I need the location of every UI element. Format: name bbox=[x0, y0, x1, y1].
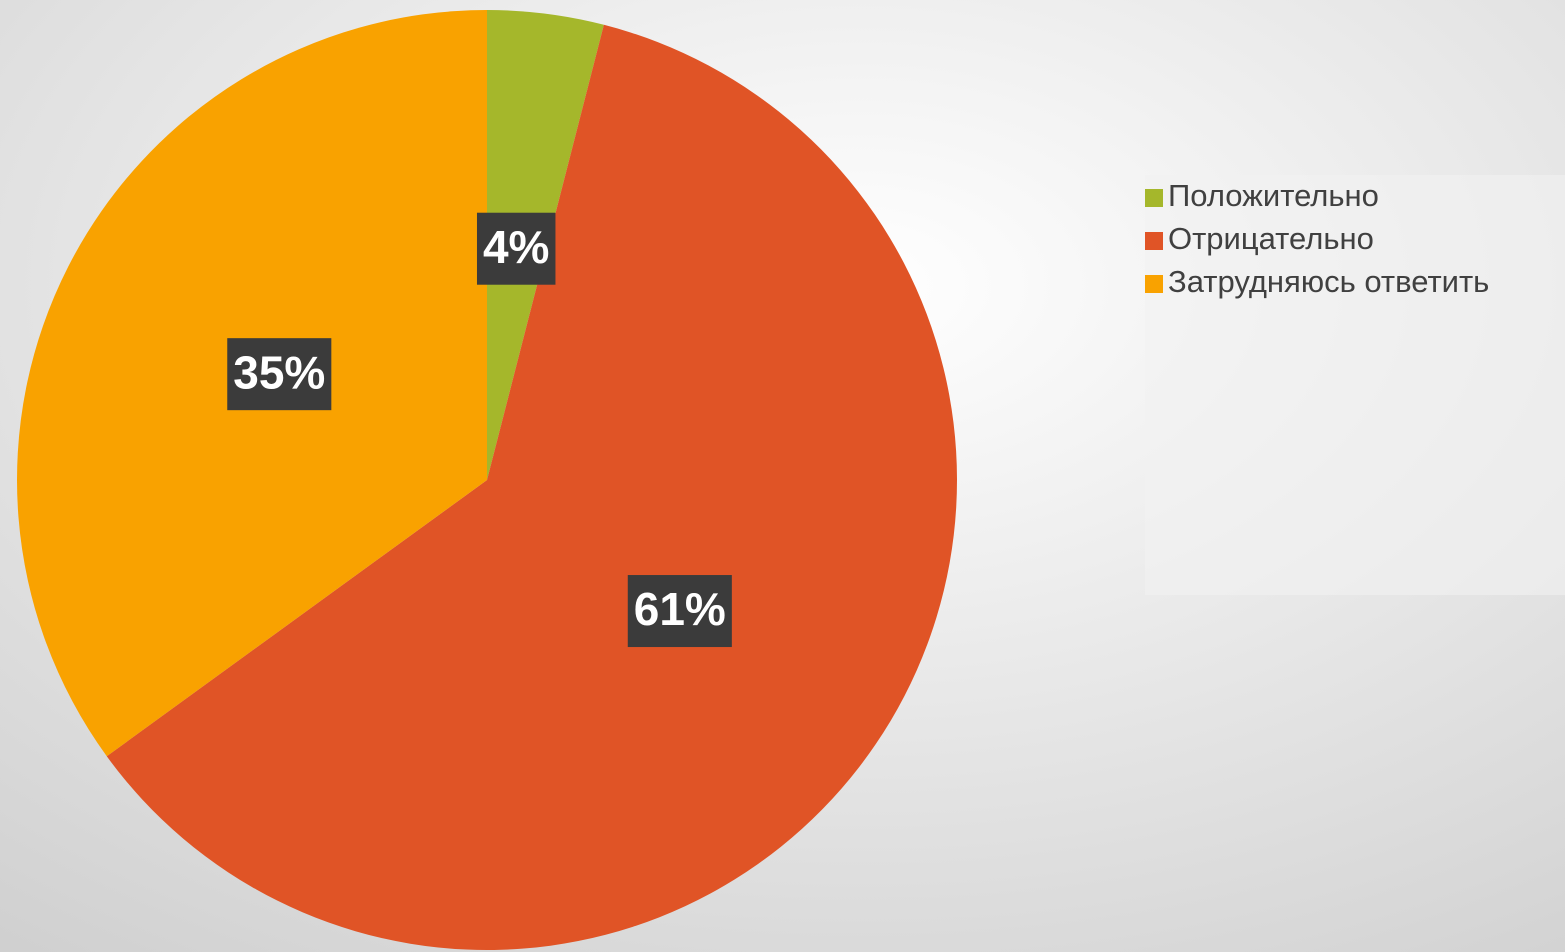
legend-marker bbox=[1145, 189, 1163, 207]
data-label: 35% bbox=[227, 338, 332, 411]
legend-label: Затрудняюсь ответить bbox=[1168, 264, 1489, 299]
data-label-text: 35% bbox=[233, 346, 325, 398]
legend-marker bbox=[1145, 275, 1163, 293]
data-label-box bbox=[227, 338, 332, 411]
legend-label: Отрицательно bbox=[1168, 221, 1374, 256]
legend-marker bbox=[1145, 232, 1163, 250]
data-label-text: 4% bbox=[483, 221, 549, 273]
data-label: 61% bbox=[627, 575, 732, 648]
data-label: 4% bbox=[476, 212, 556, 285]
data-label-text: 61% bbox=[634, 583, 726, 635]
data-label-box bbox=[476, 212, 556, 285]
legend-label: Положительно bbox=[1168, 178, 1379, 213]
legend-box bbox=[1145, 175, 1565, 595]
data-label-box bbox=[627, 575, 732, 648]
pie-slice bbox=[106, 24, 957, 951]
